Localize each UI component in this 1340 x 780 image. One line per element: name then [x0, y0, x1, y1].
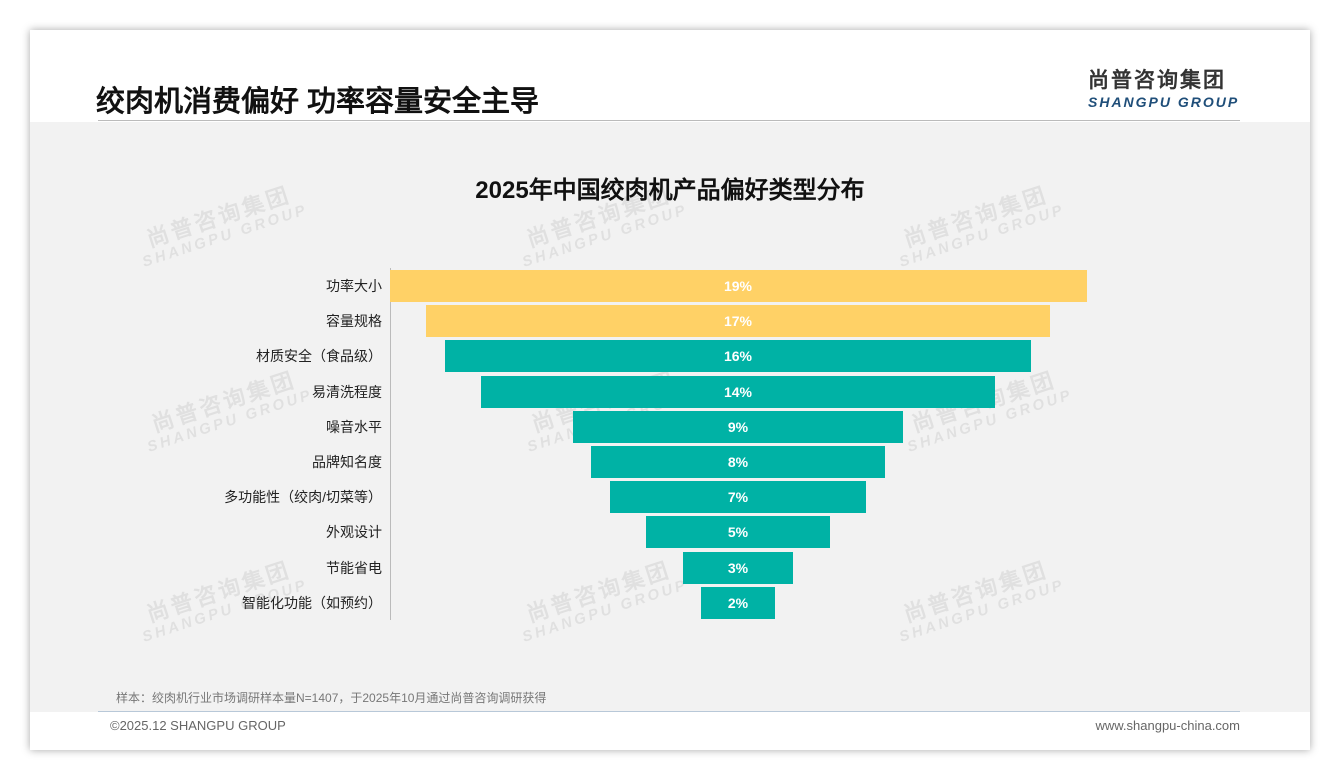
- data-label: 19%: [723, 278, 753, 294]
- category-label: 多功能性（绞肉/切菜等）: [224, 489, 382, 506]
- category-label: 易清洗程度: [312, 383, 382, 400]
- data-label: 2%: [727, 594, 749, 611]
- funnel-bar: 9%: [572, 410, 904, 443]
- funnel-bar: 19%: [389, 270, 1087, 302]
- data-label: 8%: [727, 454, 749, 470]
- data-label: 3%: [727, 559, 749, 576]
- logo-cn: 尚普咨询集团: [1088, 69, 1226, 92]
- category-label: 外观设计: [326, 524, 382, 541]
- funnel-bar: 2%: [701, 586, 775, 619]
- funnel-bar: 7%: [609, 481, 867, 514]
- brand-logo: 尚普咨询集团 SHANGPU GROUP: [1088, 64, 1239, 110]
- chart-title: 2025年中国绞肉机产品偏好类型分布: [475, 177, 865, 204]
- data-label: 14%: [723, 383, 752, 400]
- category-label: 功率大小: [326, 278, 382, 294]
- category-label: 品牌知名度: [312, 454, 382, 470]
- category-label: 智能化功能（如预约）: [242, 594, 382, 611]
- funnel-bar: 8%: [591, 446, 885, 478]
- category-label: 噪音水平: [326, 418, 382, 435]
- footer-divider: [98, 711, 1240, 712]
- funnel-bar: 3%: [682, 551, 794, 584]
- category-label: 材质安全（食品级）: [256, 348, 382, 365]
- data-label: 9%: [727, 418, 749, 435]
- funnel-bar: 17%: [426, 305, 1050, 338]
- funnel-bar: 14%: [481, 375, 995, 408]
- data-label: 17%: [723, 313, 752, 330]
- category-label: 节能省电: [326, 559, 382, 576]
- funnel-bar: 5%: [646, 516, 830, 549]
- category-axis: [390, 268, 391, 620]
- slide: 尚普咨询集团 SHANGPU GROUP 尚普咨询集团 SHANGPU GROUP 尚普…: [30, 30, 1310, 750]
- data-label: 5%: [727, 524, 749, 541]
- logo-en: SHANGPU GROUP: [1088, 94, 1240, 110]
- sample-note: 样本：绞肉机行业市场调研样本量N=1407，于2025年10月通过尚普咨询调研获…: [116, 691, 547, 705]
- page-title: 绞肉机消费偏好 功率容量安全主导: [96, 86, 540, 118]
- data-label: 16%: [723, 348, 752, 365]
- data-label: 7%: [727, 489, 749, 506]
- funnel-bar: 16%: [444, 340, 1032, 373]
- header-divider: [98, 120, 1240, 121]
- category-label: 容量规格: [326, 313, 382, 330]
- website-url: www.shangpu-china.com: [1095, 718, 1240, 733]
- copyright: ©2025.12 SHANGPU GROUP: [110, 718, 286, 733]
